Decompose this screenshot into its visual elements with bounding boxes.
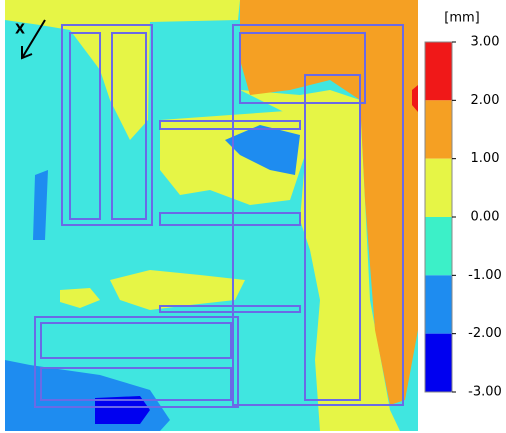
colorbar-band	[425, 217, 452, 276]
colorbar-band	[425, 100, 452, 159]
colorbar-tick-label: -1.00	[468, 268, 502, 283]
colorbar-band	[425, 333, 452, 392]
colorbar-tick-label: 1.00	[471, 151, 500, 166]
colorbar-tick-label: -3.00	[468, 385, 502, 400]
contour-map	[5, 0, 418, 431]
colorbar-tick-label: 0.00	[471, 210, 500, 225]
direction-arrow	[21, 19, 46, 59]
colorbar-tick-label: 3.00	[471, 35, 500, 50]
colorbar-band	[425, 42, 452, 101]
direction-label: X	[15, 23, 25, 38]
colorbar-band	[425, 158, 452, 217]
structure-outline	[34, 24, 404, 408]
direction-arrow-head	[21, 46, 33, 60]
colorbar-tick-label: -2.00	[468, 326, 502, 341]
colorbar-tick-label: 2.00	[471, 93, 500, 108]
colorbar: 3.00 2.00 1.00 0.00 -1.00 -2.00 -3.00	[424, 35, 502, 400]
colorbar-band	[425, 275, 452, 334]
colorbar-label: [mm]	[444, 11, 479, 26]
